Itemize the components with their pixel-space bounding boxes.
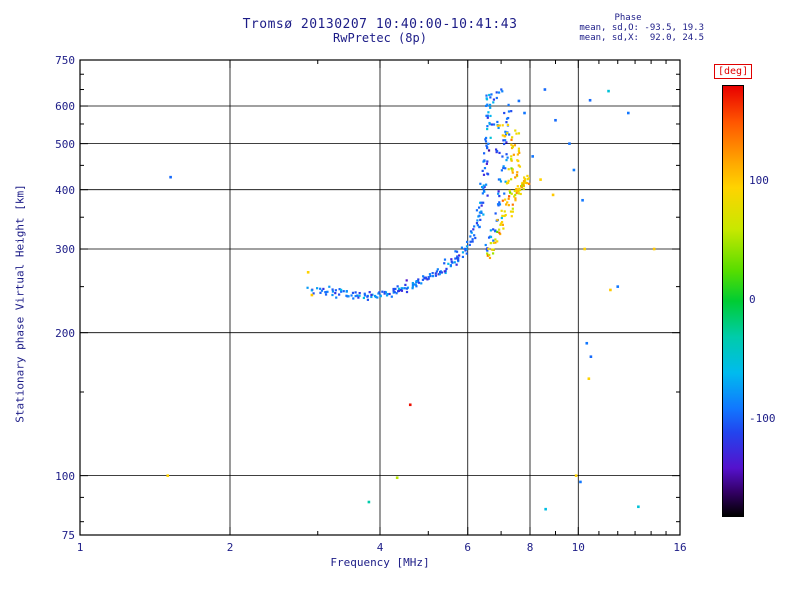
colorbar-units-label: [deg] [714,64,753,79]
y-tick-label: 750 [55,54,75,67]
x-axis-label: Frequency [MHz] [330,556,430,569]
y-tick-label: 300 [55,243,75,257]
grid-lines [80,60,680,535]
colorbar [722,85,744,517]
y-tick-label: 75 [61,529,75,542]
x-tick-label: 8 [526,541,534,554]
phase-stats-block: Phase mean, sd,O: -93.5, 19.3 mean, sd,X… [552,13,704,43]
colorbar-tick-label: 0 [749,293,756,306]
phase-stats-title: Phase [614,13,642,23]
x-tick-label: 2 [226,541,234,554]
y-tick-label: 200 [55,326,75,340]
scatter-points [166,88,656,511]
y-axis-label: Stationary phase Virtual Height [km] [13,184,27,423]
y-tick-label: 100 [55,469,75,483]
y-tick-label: 600 [55,100,75,114]
y-tick-label: 400 [55,183,75,197]
x-tick-label: 10 [571,541,585,554]
x-tick-label: 6 [464,541,472,554]
phase-mean-x: mean, sd,X: 92.0, 24.5 [579,33,704,43]
x-tick-label: 16 [673,541,687,554]
plot-subtitle: RwPretec (8p) [333,31,427,45]
colorbar-tick-label: -100 [749,412,776,426]
x-tick-label: 1 [76,541,84,554]
page-title: Tromsø 20130207 10:40:00-10:41:43 [242,17,518,32]
colorbar-tick-label: 100 [749,173,769,187]
phase-mean-o: mean, sd,O: -93.5, 19.3 [579,23,704,33]
y-tick-label: 500 [55,137,75,151]
axes-frame [79,59,681,536]
x-tick-label: 4 [376,541,384,554]
